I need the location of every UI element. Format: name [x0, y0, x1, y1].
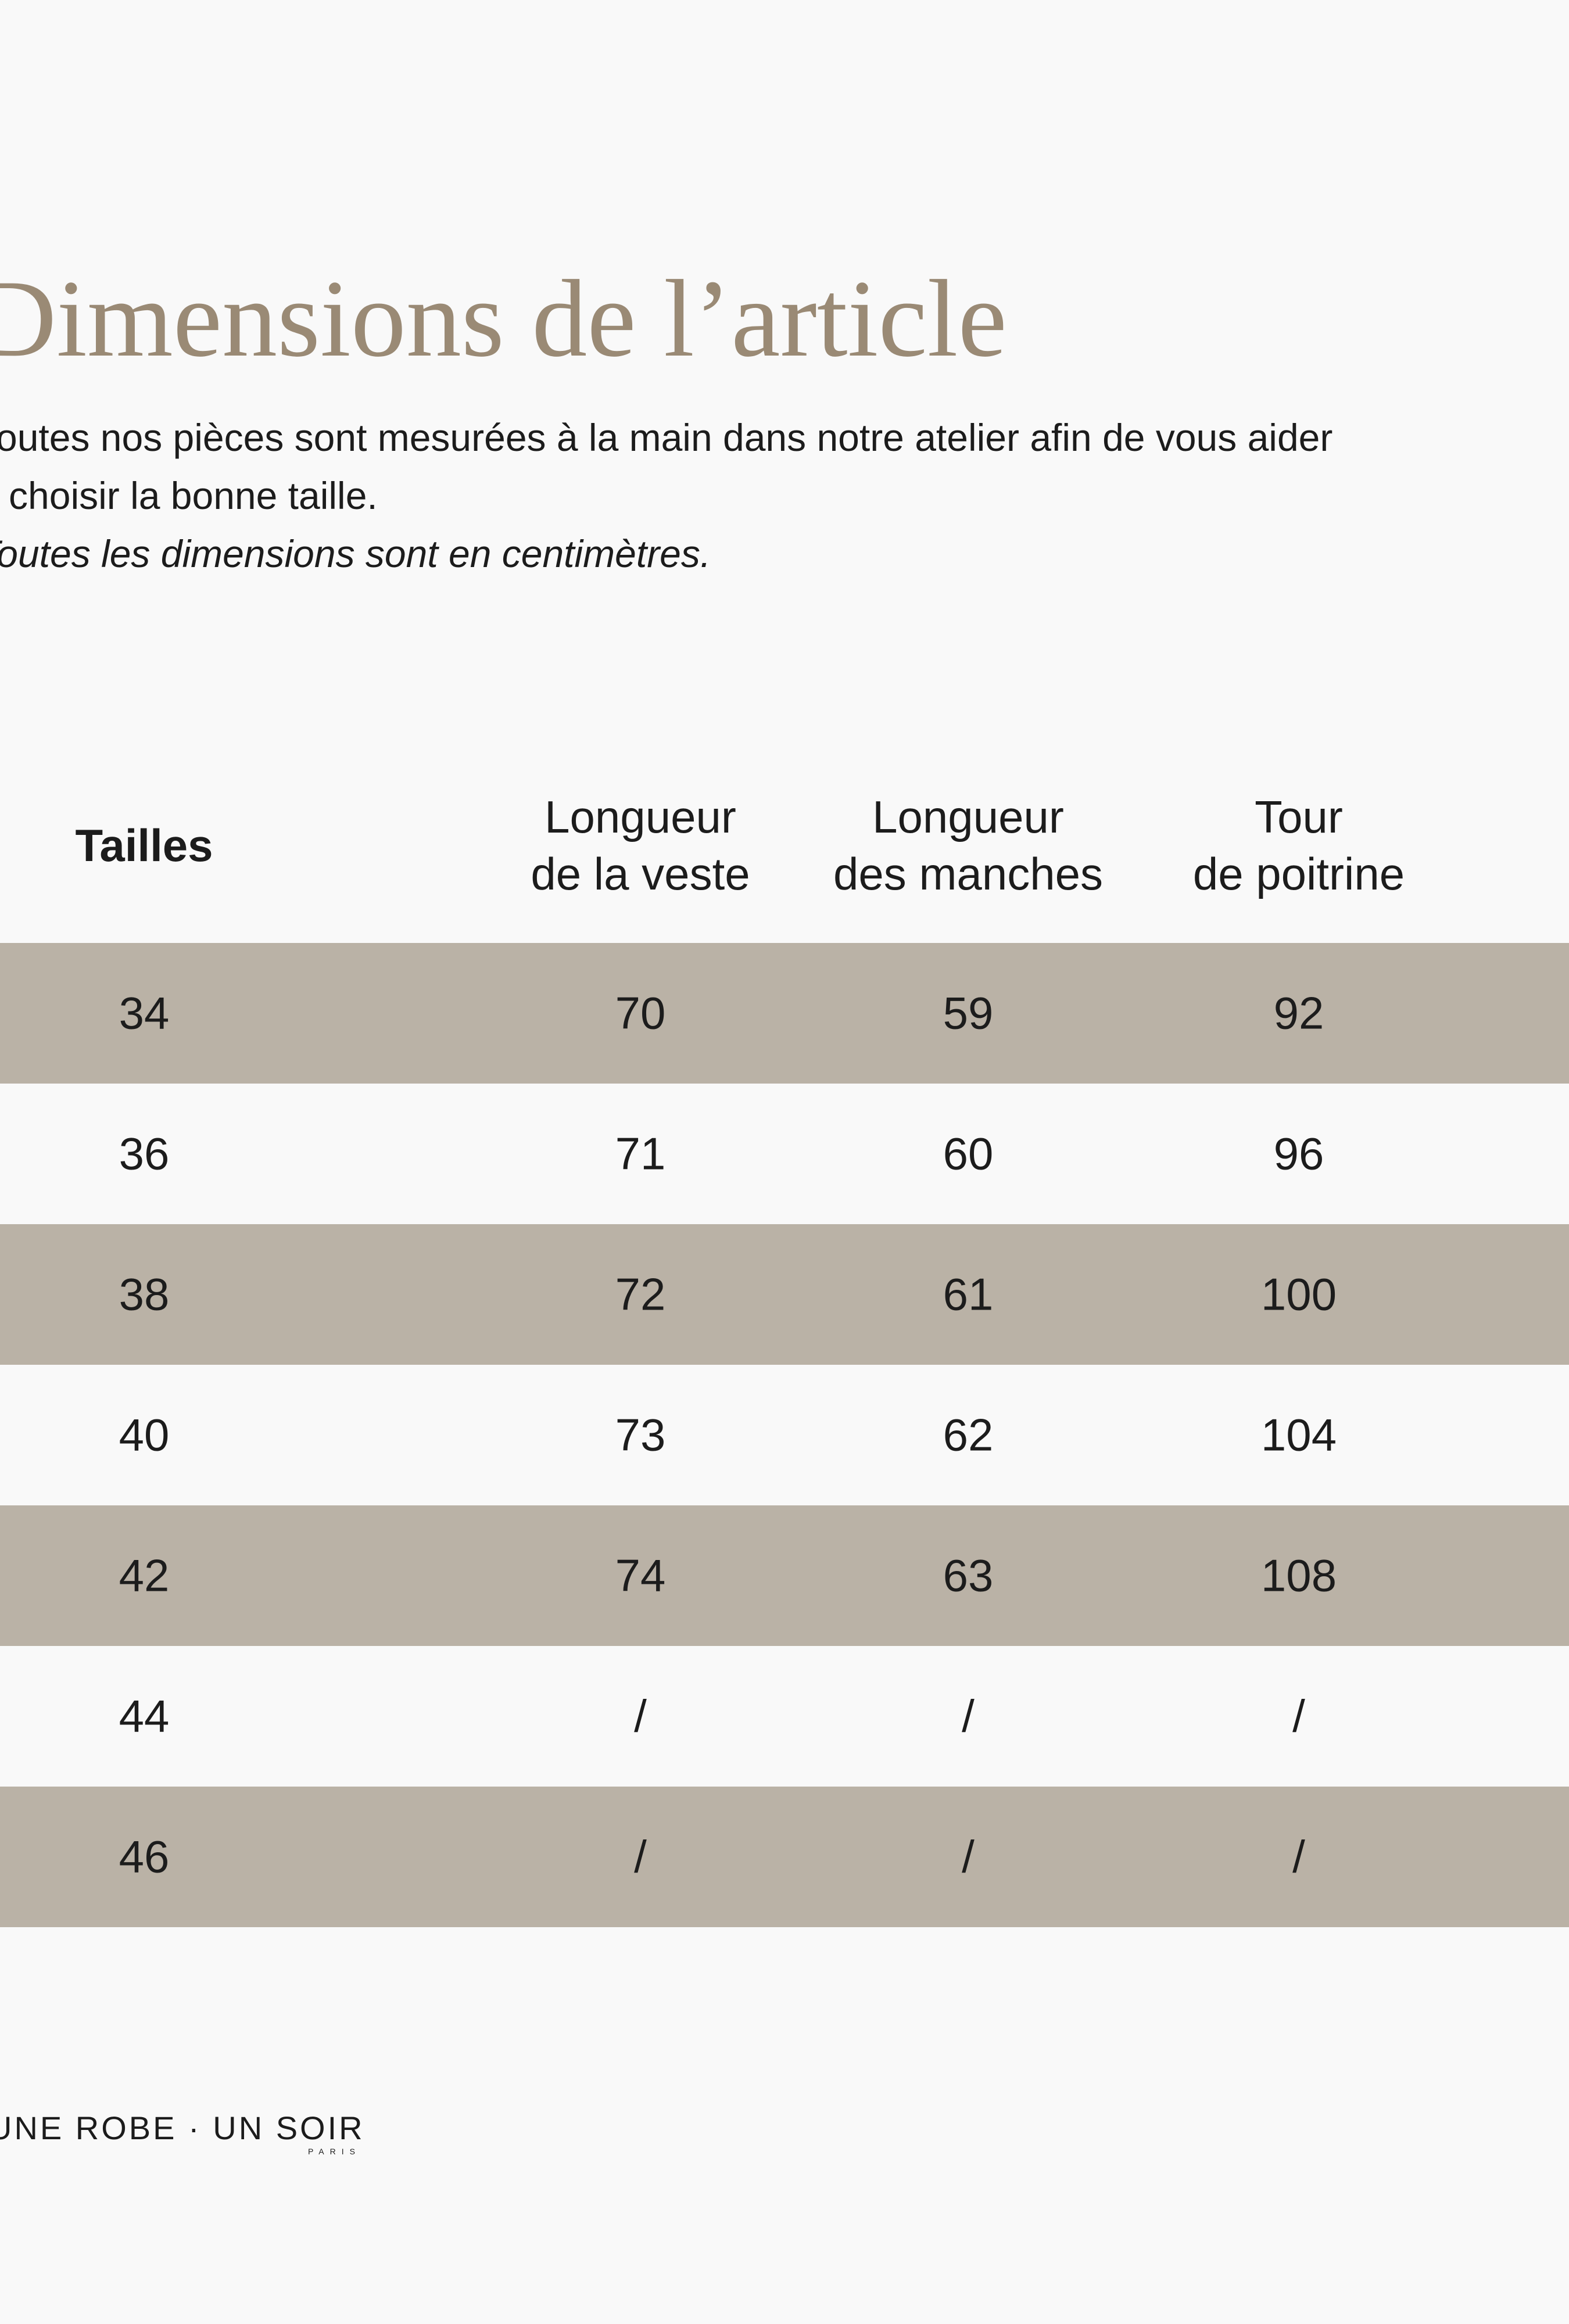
- table-row: 36 71 60 96: [0, 1084, 1569, 1224]
- table-cell: 46: [119, 1831, 170, 1882]
- header-line: Tour: [1255, 791, 1343, 842]
- table-cell: 34: [119, 987, 170, 1039]
- table-cell: /: [634, 1831, 647, 1882]
- table-cell: 73: [615, 1409, 666, 1461]
- table-cell: 74: [615, 1550, 666, 1601]
- table-row: 34 70 59 92: [0, 943, 1569, 1084]
- table-cell: 36: [119, 1128, 170, 1179]
- column-header: Tour de poitrine: [1193, 788, 1405, 902]
- brand-logo: UNE ROBE · UN SOIR: [0, 2110, 365, 2146]
- header-line: Longueur: [872, 791, 1064, 842]
- table-cell: 59: [943, 987, 994, 1039]
- table-cell: 92: [1273, 987, 1324, 1039]
- table-row: 46 / / /: [0, 1787, 1569, 1927]
- header-line: de poitrine: [1192, 848, 1405, 899]
- table-row: 40 73 62 104: [0, 1365, 1569, 1505]
- table-cell: 60: [943, 1128, 994, 1179]
- description: à choisir la bonne taille.: [0, 474, 378, 517]
- header-line: des manches: [833, 848, 1103, 899]
- table-cell: 72: [615, 1268, 666, 1320]
- table-cell: 62: [943, 1409, 994, 1461]
- page-title: Dimensions de l’article: [0, 258, 1007, 380]
- table-cell: 42: [119, 1550, 170, 1601]
- table-cell: 70: [615, 987, 666, 1039]
- table-cell: /: [1292, 1690, 1305, 1742]
- table-cell: 40: [119, 1409, 170, 1461]
- header-line: Tailles: [75, 820, 213, 871]
- note: Toutes les dimensions sont en centimètre…: [0, 532, 711, 575]
- table-row: 38 72 61 100: [0, 1224, 1569, 1365]
- table-cell: 44: [119, 1690, 170, 1742]
- table-cell: /: [634, 1690, 647, 1742]
- table-row: 42 74 63 108: [0, 1505, 1569, 1646]
- table-cell: /: [962, 1690, 975, 1742]
- column-header: Tailles: [75, 817, 213, 874]
- column-header: Longueur des manches: [833, 788, 1103, 902]
- description: Toutes nos pièces sont mesurées à la mai…: [0, 416, 1333, 459]
- table-cell: /: [1292, 1831, 1305, 1882]
- table-cell: 96: [1273, 1128, 1324, 1179]
- table-cell: 63: [943, 1550, 994, 1601]
- table-cell: 108: [1260, 1550, 1337, 1601]
- table-cell: /: [962, 1831, 975, 1882]
- table-cell: 38: [119, 1268, 170, 1320]
- table-cell: 61: [943, 1268, 994, 1320]
- table-cell: 104: [1260, 1409, 1337, 1461]
- table-row: 44 / / /: [0, 1646, 1569, 1787]
- header-line: de la veste: [531, 848, 750, 899]
- column-header: Longueur de la veste: [531, 788, 750, 902]
- brand-city: PARIS: [308, 2147, 361, 2156]
- table-cell: 100: [1260, 1268, 1337, 1320]
- header-line: Longueur: [545, 791, 736, 842]
- table-cell: 71: [615, 1128, 666, 1179]
